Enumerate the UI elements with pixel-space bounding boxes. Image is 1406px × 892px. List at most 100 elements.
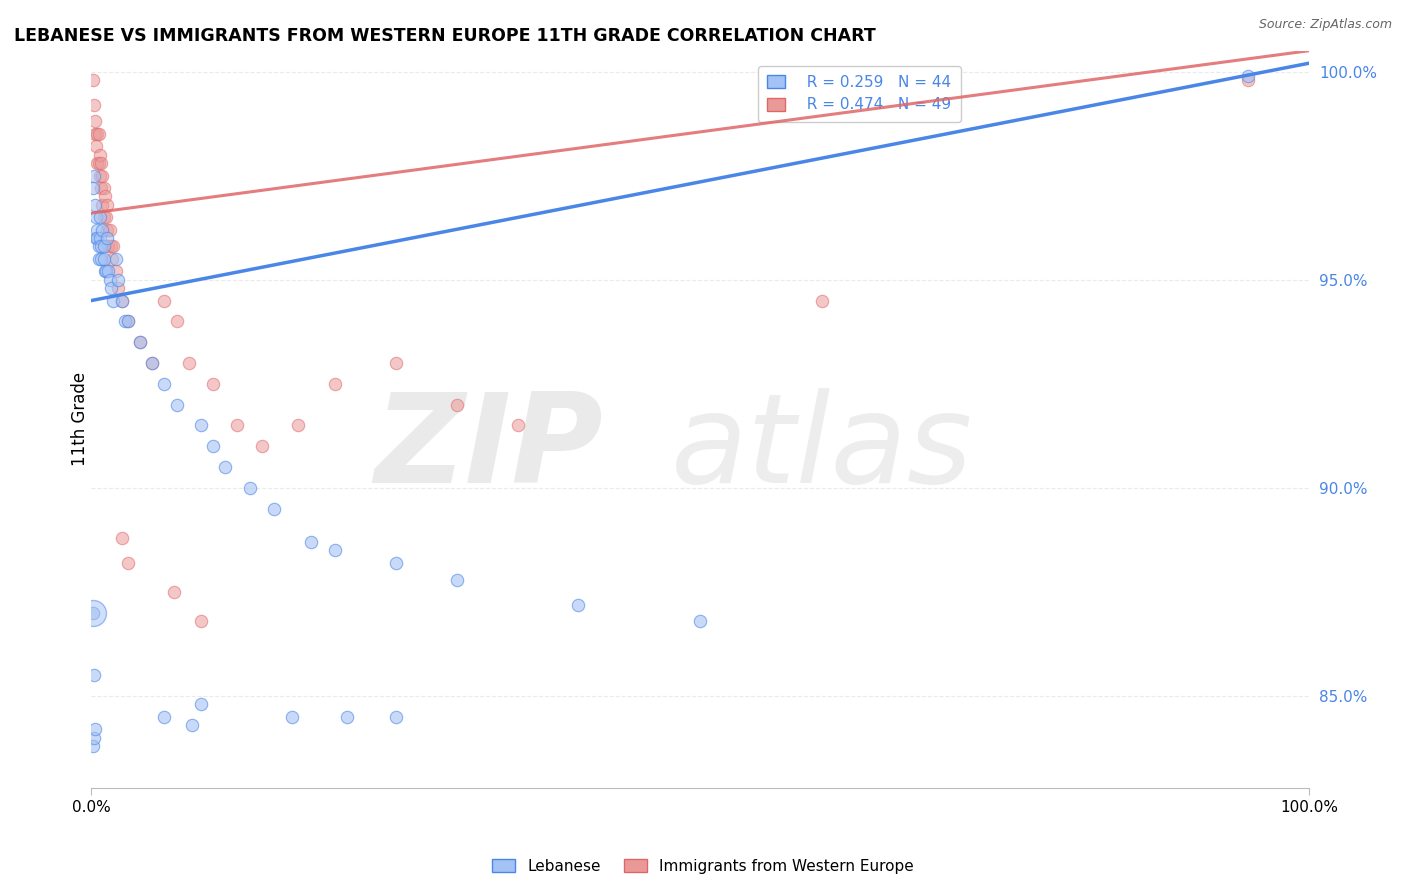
Point xyxy=(117,556,139,570)
Point xyxy=(100,281,122,295)
Point xyxy=(86,156,108,170)
Point xyxy=(93,252,115,266)
Point xyxy=(323,376,346,391)
Point xyxy=(91,223,114,237)
Point xyxy=(166,314,188,328)
Point xyxy=(91,169,114,183)
Text: LEBANESE VS IMMIGRANTS FROM WESTERN EUROPE 11TH GRADE CORRELATION CHART: LEBANESE VS IMMIGRANTS FROM WESTERN EURO… xyxy=(14,27,876,45)
Point xyxy=(446,573,468,587)
Point xyxy=(190,614,212,628)
Point xyxy=(114,314,136,328)
Point xyxy=(96,198,118,212)
Y-axis label: 11th Grade: 11th Grade xyxy=(72,372,89,467)
Point xyxy=(111,293,134,308)
Point xyxy=(96,223,118,237)
Point xyxy=(82,739,104,753)
Point xyxy=(153,293,176,308)
Point xyxy=(141,356,163,370)
Legend:   R = 0.259   N = 44,   R = 0.474   N = 49: R = 0.259 N = 44, R = 0.474 N = 49 xyxy=(758,66,960,121)
Point xyxy=(84,231,107,245)
Point xyxy=(250,439,273,453)
Point xyxy=(94,264,117,278)
Point xyxy=(89,148,111,162)
Point xyxy=(385,556,408,570)
Point xyxy=(385,710,408,724)
Point xyxy=(299,535,322,549)
Point xyxy=(190,698,212,712)
Point xyxy=(287,418,309,433)
Point xyxy=(263,501,285,516)
Point xyxy=(111,293,134,308)
Legend: Lebanese, Immigrants from Western Europe: Lebanese, Immigrants from Western Europe xyxy=(486,853,920,880)
Text: atlas: atlas xyxy=(671,388,973,509)
Point xyxy=(1237,69,1260,83)
Point xyxy=(567,598,589,612)
Point xyxy=(117,314,139,328)
Point xyxy=(214,460,236,475)
Point xyxy=(336,710,359,724)
Point xyxy=(811,293,834,308)
Point xyxy=(89,231,111,245)
Point xyxy=(141,356,163,370)
Point xyxy=(93,181,115,195)
Point xyxy=(111,531,134,545)
Point xyxy=(86,223,108,237)
Point xyxy=(190,418,212,433)
Point xyxy=(93,239,115,253)
Point xyxy=(202,376,225,391)
Point xyxy=(689,614,711,628)
Point xyxy=(83,731,105,745)
Point xyxy=(84,723,107,737)
Point xyxy=(129,335,152,350)
Point xyxy=(104,252,127,266)
Point xyxy=(83,98,105,112)
Point xyxy=(87,127,110,141)
Point xyxy=(107,273,129,287)
Point xyxy=(177,356,200,370)
Point xyxy=(93,211,115,225)
Point xyxy=(153,376,176,391)
Point xyxy=(202,439,225,453)
Point xyxy=(82,606,104,620)
Point xyxy=(94,211,117,225)
Point xyxy=(446,398,468,412)
Point xyxy=(84,211,107,225)
Point xyxy=(84,198,107,212)
Point xyxy=(84,127,107,141)
Point xyxy=(103,239,125,253)
Point xyxy=(385,356,408,370)
Point xyxy=(166,398,188,412)
Point xyxy=(181,718,204,732)
Point xyxy=(86,127,108,141)
Point xyxy=(90,252,112,266)
Point xyxy=(89,169,111,183)
Point xyxy=(87,252,110,266)
Point xyxy=(84,139,107,153)
Point xyxy=(94,264,117,278)
Point xyxy=(104,264,127,278)
Point xyxy=(323,543,346,558)
Point xyxy=(83,668,105,682)
Point xyxy=(129,335,152,350)
Point xyxy=(87,239,110,253)
Point xyxy=(84,114,107,128)
Point xyxy=(86,231,108,245)
Point xyxy=(98,273,121,287)
Point xyxy=(506,418,529,433)
Point xyxy=(82,181,104,195)
Point xyxy=(153,710,176,724)
Point xyxy=(90,181,112,195)
Point xyxy=(281,710,304,724)
Point xyxy=(103,293,125,308)
Text: Source: ZipAtlas.com: Source: ZipAtlas.com xyxy=(1258,18,1392,31)
Point xyxy=(94,189,117,203)
Point xyxy=(83,169,105,183)
Point xyxy=(163,585,186,599)
Point xyxy=(117,314,139,328)
Point xyxy=(100,239,122,253)
Point xyxy=(97,239,120,253)
Point xyxy=(97,264,120,278)
Point xyxy=(90,239,112,253)
Point xyxy=(239,481,262,495)
Point xyxy=(101,252,124,266)
